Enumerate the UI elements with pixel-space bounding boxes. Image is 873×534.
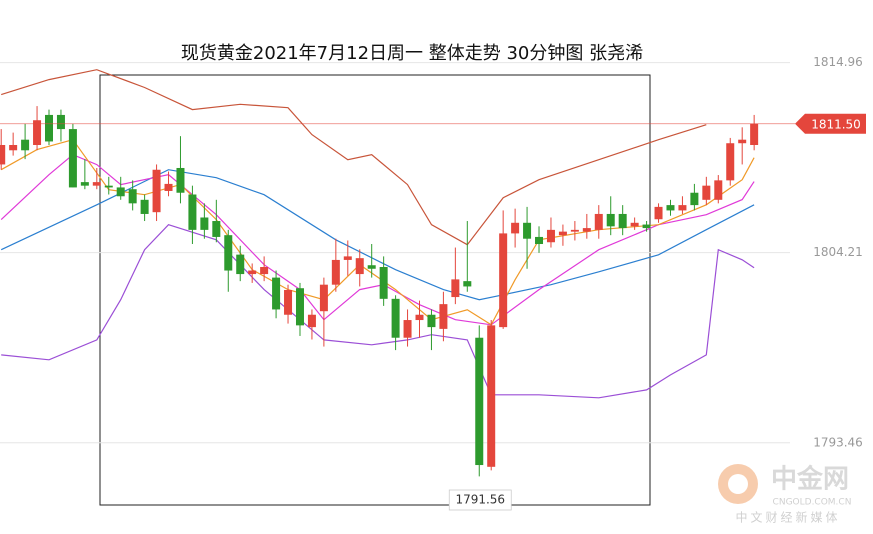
candle-body	[0, 144, 6, 165]
candle-body	[618, 213, 627, 229]
low-tag-label: 1791.56	[455, 493, 505, 507]
candle-body	[164, 183, 173, 191]
candle-body	[606, 213, 615, 227]
indicator-line	[1, 224, 755, 399]
watermark: 中金网 CNGOLD.COM.CN 中文财经新媒体	[718, 464, 851, 525]
candle-body	[307, 314, 316, 328]
candle-body	[92, 182, 101, 186]
candle-body	[666, 205, 675, 211]
candle-body	[439, 304, 448, 329]
low-tag	[448, 489, 512, 511]
candle-body	[212, 221, 221, 237]
candle-body	[260, 267, 269, 275]
candle-body	[678, 205, 687, 211]
candle-body	[128, 189, 137, 204]
candle-body	[68, 129, 77, 188]
candle-body	[403, 320, 412, 338]
candle-body	[284, 289, 293, 315]
candle-body	[535, 236, 544, 245]
candle-body	[248, 270, 257, 275]
candle-body	[355, 258, 364, 275]
chart-title: 现货黄金2021年7月12日周一 整体走势 30分钟图 张尧浠	[181, 43, 643, 64]
candle-body	[200, 217, 209, 230]
indicator-line	[0, 169, 755, 301]
price-tag-label: 1811.50	[811, 117, 861, 131]
candle-body	[630, 222, 639, 227]
candle-body	[570, 229, 579, 232]
candle-body	[714, 180, 723, 200]
watermark-domain: CNGOLD.COM.CN	[773, 498, 852, 508]
candle-body	[427, 314, 436, 328]
candle-body	[116, 187, 125, 197]
candle-body	[558, 231, 567, 236]
candle-body	[726, 143, 735, 181]
candle-body	[523, 222, 532, 239]
candle-body	[702, 185, 711, 200]
candle-body	[463, 281, 472, 287]
candle-body	[475, 337, 484, 466]
candle-body	[176, 167, 185, 193]
candle-body	[152, 169, 161, 213]
candle-body	[104, 185, 113, 188]
candle-body	[499, 233, 508, 328]
price-tag	[795, 113, 866, 134]
candle-body	[582, 228, 591, 232]
indicator-line	[1, 69, 707, 246]
candle-body	[295, 288, 304, 326]
candle-body	[511, 222, 520, 234]
indicator-line	[0, 154, 755, 326]
candle-body	[33, 120, 42, 145]
candle-body	[451, 279, 460, 298]
candle-body	[343, 256, 352, 260]
candle-body	[272, 277, 281, 310]
candle-body	[319, 284, 328, 312]
indicator-line	[0, 139, 755, 326]
candle-body	[654, 206, 663, 220]
y-tick-label: 1793.46	[813, 435, 863, 449]
candle-body	[391, 298, 400, 338]
candle-body	[331, 259, 340, 285]
candle-body	[45, 114, 54, 142]
frame	[99, 74, 651, 506]
candle-body	[236, 254, 245, 275]
candle-body	[379, 267, 388, 299]
candle-body	[9, 144, 18, 151]
candle-body	[56, 114, 65, 130]
candle-body	[487, 325, 496, 467]
candle-body	[188, 194, 197, 230]
logo-inner	[728, 474, 748, 494]
candle-body	[140, 199, 149, 214]
candle-body	[80, 182, 89, 186]
candle-body	[642, 224, 651, 229]
watermark-slogan: 中文财经新媒体	[735, 510, 840, 525]
candle-body	[546, 229, 555, 243]
candle-body	[594, 213, 603, 230]
y-tick-label: 1804.21	[813, 245, 863, 259]
candle-body	[750, 123, 759, 145]
candle-body	[415, 314, 424, 321]
candle-body	[367, 265, 376, 269]
candle-body	[224, 235, 233, 271]
candle-body	[738, 139, 747, 144]
candle-body	[690, 192, 699, 206]
y-tick-label: 1814.96	[813, 55, 863, 69]
watermark-name: 中金网	[771, 464, 849, 495]
candle-body	[21, 139, 30, 151]
